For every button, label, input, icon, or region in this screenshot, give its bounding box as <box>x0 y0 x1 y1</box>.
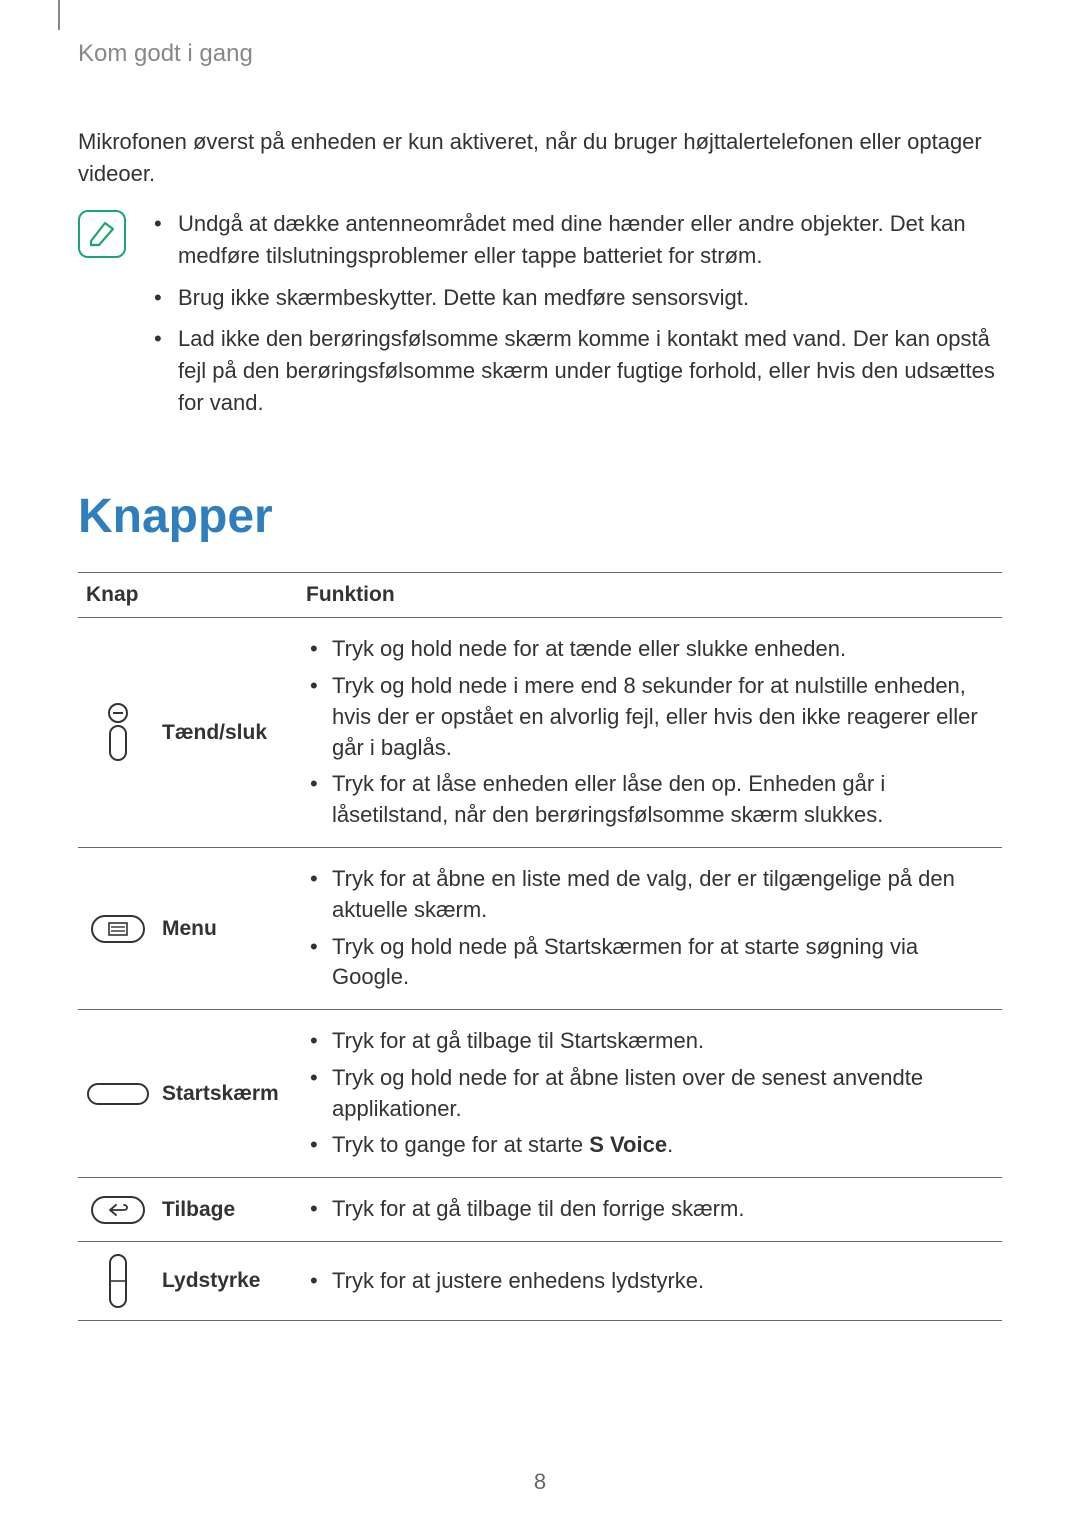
func-item: Tryk for at gå tilbage til den forrige s… <box>306 1194 994 1225</box>
icon-cell-home <box>78 1010 158 1178</box>
back-button-icon <box>90 1195 146 1225</box>
label-back: Tilbage <box>158 1178 298 1242</box>
func-cell: Tryk for at justere enhedens lydstyrke. <box>298 1242 1002 1321</box>
note-block: Undgå at dække antenneområdet med dine h… <box>78 208 1002 429</box>
func-item: Tryk for at låse enheden eller låse den … <box>306 769 994 831</box>
home-button-icon <box>86 1082 150 1106</box>
func-item: Tryk og hold nede for at åbne listen ove… <box>306 1063 994 1125</box>
col-funktion: Funktion <box>298 573 1002 618</box>
col-knap: Knap <box>78 573 298 618</box>
func-item-bold: S Voice <box>589 1132 667 1157</box>
label-volume: Lydstyrke <box>158 1242 298 1321</box>
table-row: Menu Tryk for at åbne en liste med de va… <box>78 847 1002 1009</box>
note-icon <box>78 210 126 258</box>
icon-cell-menu <box>78 847 158 1009</box>
icon-cell-back <box>78 1178 158 1242</box>
func-item-prefix: Tryk to gange for at starte <box>332 1132 589 1157</box>
page-root: Kom godt i gang Mikrofonen øverst på enh… <box>0 0 1080 1527</box>
table-row: Tænd/sluk Tryk og hold nede for at tænde… <box>78 618 1002 848</box>
table-row: Lydstyrke Tryk for at justere enhedens l… <box>78 1242 1002 1321</box>
page-header: Kom godt i gang <box>78 40 1002 68</box>
label-menu: Menu <box>158 847 298 1009</box>
power-button-icon <box>105 702 131 764</box>
func-cell: Tryk for at gå tilbage til Startskærmen.… <box>298 1010 1002 1178</box>
note-item: Brug ikke skærmbeskytter. Dette kan medf… <box>154 282 1002 314</box>
buttons-table: Knap Funktion Tænd/sluk Tryk og hold ned… <box>78 572 1002 1321</box>
func-cell: Tryk og hold nede for at tænde eller slu… <box>298 618 1002 848</box>
func-item: Tryk og hold nede i mere end 8 sekunder … <box>306 671 994 763</box>
func-item: Tryk for at justere enhedens lydstyrke. <box>306 1266 994 1297</box>
table-row: Tilbage Tryk for at gå tilbage til den f… <box>78 1178 1002 1242</box>
top-rule <box>58 0 60 30</box>
table-row: Startskærm Tryk for at gå tilbage til St… <box>78 1010 1002 1178</box>
func-item: Tryk og hold nede på Startskærmen for at… <box>306 932 994 994</box>
note-item: Lad ikke den berøringsfølsomme skærm kom… <box>154 323 1002 419</box>
note-list: Undgå at dække antenneområdet med dine h… <box>154 208 1002 429</box>
menu-button-icon <box>90 914 146 944</box>
func-item: Tryk for at åbne en liste med de valg, d… <box>306 864 994 926</box>
func-item: Tryk og hold nede for at tænde eller slu… <box>306 634 994 665</box>
intro-paragraph: Mikrofonen øverst på enheden er kun akti… <box>78 126 1002 190</box>
note-item: Undgå at dække antenneområdet med dine h… <box>154 208 1002 272</box>
icon-cell-power <box>78 618 158 848</box>
table-header-row: Knap Funktion <box>78 573 1002 618</box>
page-number: 8 <box>0 1469 1080 1495</box>
func-item: Tryk for at gå tilbage til Startskærmen. <box>306 1026 994 1057</box>
icon-cell-volume <box>78 1242 158 1321</box>
label-power: Tænd/sluk <box>158 618 298 848</box>
func-cell: Tryk for at åbne en liste med de valg, d… <box>298 847 1002 1009</box>
volume-button-icon <box>107 1252 129 1310</box>
section-title: Knapper <box>78 489 1002 544</box>
func-item: Tryk to gange for at starte S Voice. <box>306 1130 994 1161</box>
label-home: Startskærm <box>158 1010 298 1178</box>
func-cell: Tryk for at gå tilbage til den forrige s… <box>298 1178 1002 1242</box>
func-item-suffix: . <box>667 1132 673 1157</box>
